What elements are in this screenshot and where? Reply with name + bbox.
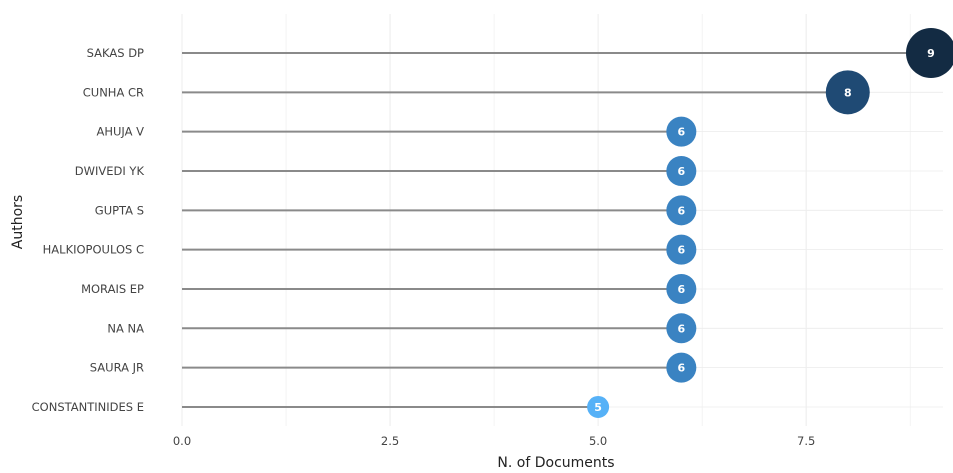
y-axis-title: Authors [10,195,26,249]
data-label: 6 [678,244,686,257]
data-label: 8 [844,86,852,99]
data-point [666,352,697,383]
y-tick-label: MORAIS EP [81,282,144,296]
grid-lines [181,14,943,426]
data-label: 6 [678,204,686,217]
data-label: 6 [678,362,686,375]
data-point [666,234,697,265]
data-point [666,116,697,147]
stems [182,52,931,408]
data-label: 9 [927,47,935,60]
x-tick-label: 2.5 [381,434,399,448]
x-tick-label: 7.5 [797,434,815,448]
y-tick-label: GUPTA S [95,203,144,217]
data-label: 6 [678,322,686,335]
y-tick-label: AHUJA V [96,125,144,139]
bubbles: 9 8 6 6 6 6 6 6 6 5 [587,28,953,418]
x-axis-title: N. of Documents [497,455,614,471]
data-label: 6 [678,283,686,296]
data-label: 6 [678,126,686,139]
data-point [666,273,697,304]
data-label: 5 [594,401,602,414]
y-tick-label: NA NA [107,321,144,335]
data-point [666,195,697,226]
y-tick-label: CUNHA CR [83,85,144,99]
data-point [825,70,870,115]
data-point [666,155,697,186]
x-tick-label: 5.0 [589,434,607,448]
x-tick-label: 0.0 [173,434,191,448]
data-label: 6 [678,165,686,178]
data-point [587,395,610,418]
data-point [906,28,953,78]
x-tick-labels: 0.0 2.5 5.0 7.5 [173,434,815,448]
data-point [666,313,697,344]
y-tick-label: CONSTANTINIDES E [32,400,144,414]
y-tick-labels: SAKAS DP CUNHA CR AHUJA V DWIVEDI YK GUPTA S… [32,46,145,414]
y-tick-label: SAURA JR [90,361,144,375]
y-tick-label: HALKIOPOULOS C [43,243,144,257]
y-tick-label: DWIVEDI YK [75,164,145,178]
y-tick-label: SAKAS DP [87,46,144,60]
